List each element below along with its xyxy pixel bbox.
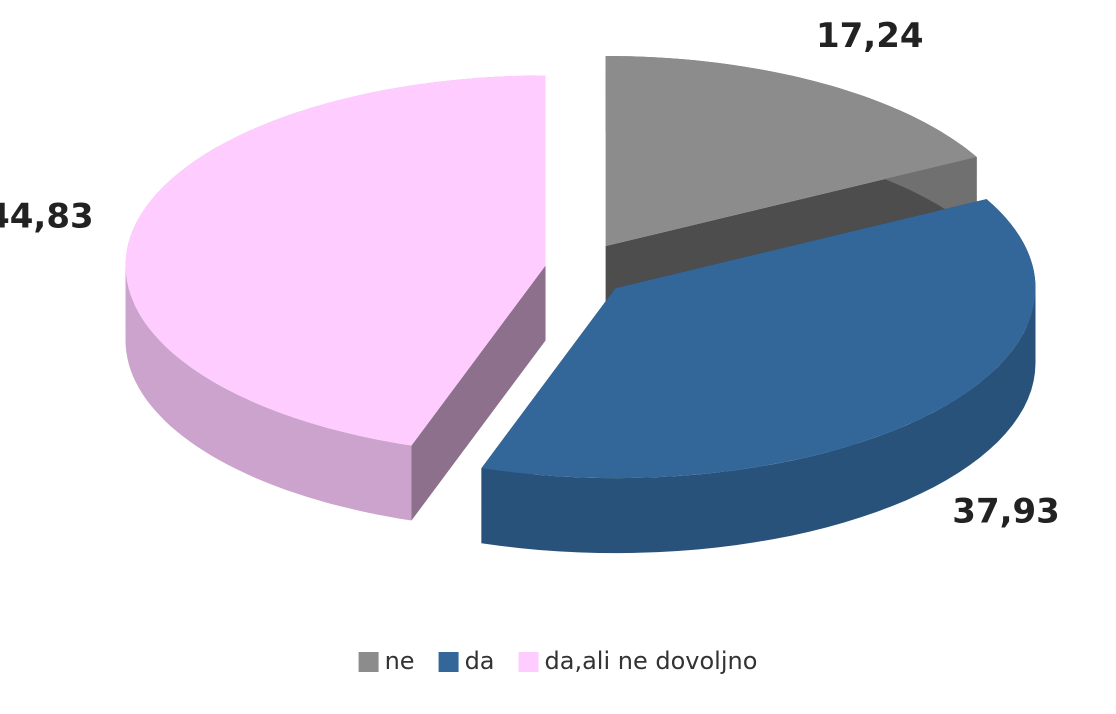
slice [125, 75, 546, 446]
slice-side [481, 288, 1036, 554]
legend-swatch [518, 652, 539, 672]
legend-swatch [358, 652, 379, 672]
slice-side [125, 265, 412, 521]
legend-swatch [438, 652, 459, 672]
slice [481, 199, 1036, 479]
value-label: 44,83 [0, 196, 94, 236]
legend-label: da [465, 647, 495, 675]
slice [605, 56, 977, 247]
legend-label: da,ali ne dovoljno [545, 647, 758, 675]
value-label: 17,24 [816, 16, 924, 56]
legend-label: ne [385, 647, 415, 675]
slice-side [411, 265, 546, 521]
value-label: 37,93 [952, 492, 1060, 532]
